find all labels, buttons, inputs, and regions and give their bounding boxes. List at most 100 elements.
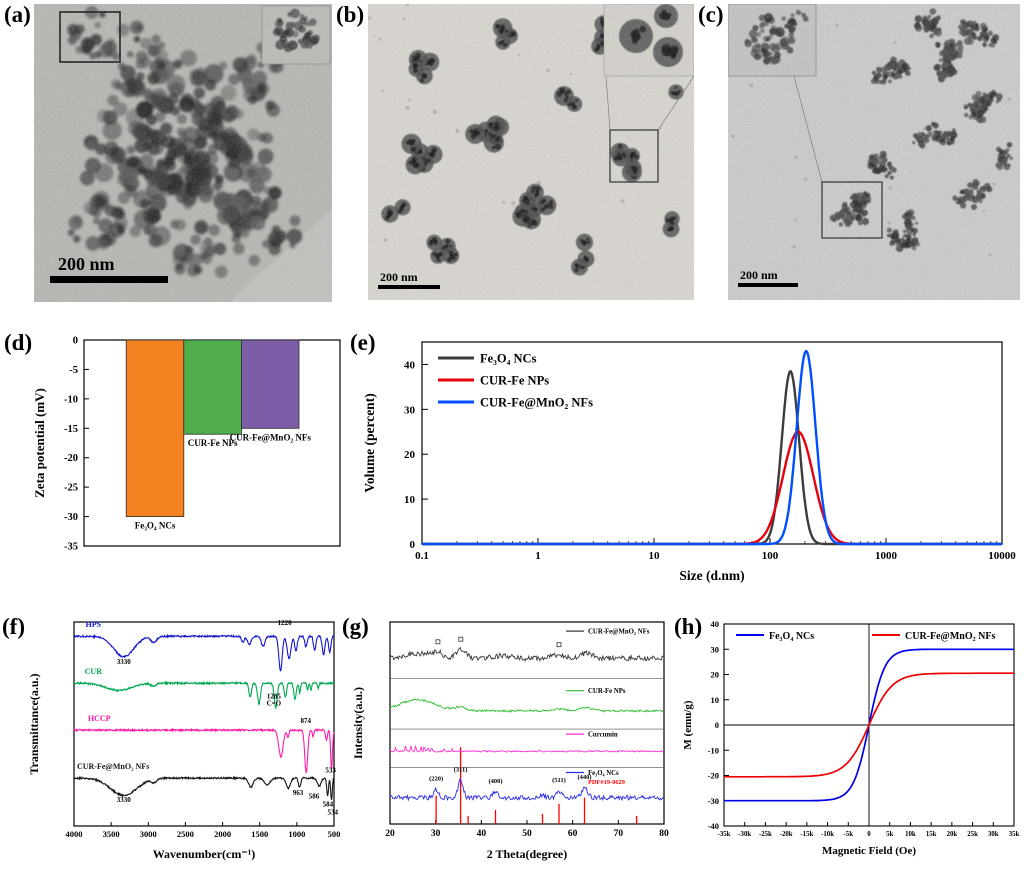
x-axis-title: Wavenumber(cm⁻¹) (153, 847, 256, 861)
ftir-trace-1 (73, 680, 335, 711)
plot-border (73, 621, 335, 827)
panel-c-letter: (c) (698, 2, 724, 27)
x-tick-label: 40 (477, 829, 487, 839)
y-tick-label: 30 (711, 644, 720, 654)
panel-g-letter: (g) (342, 614, 369, 639)
x-tick-label: 10k (905, 831, 916, 838)
ftir-series-label: HCCP (88, 714, 111, 723)
panel-h-letter: (h) (674, 614, 703, 639)
tem-a-scale-label: 200 nm (58, 254, 115, 274)
ftir-trace-2 (73, 727, 335, 774)
x-axis-title: Magnetic Field (Oe) (822, 845, 916, 857)
y-tick-label: -40 (708, 821, 719, 831)
ftir-annotation: 584 (323, 801, 334, 809)
zeta-bar (125, 339, 185, 518)
panel-d-zeta-potential-chart: 0 -5 -10 -15 -20 -25 -30 -35 Zeta potential (mV)… (32, 336, 341, 553)
y-tick-label: -35 (64, 542, 78, 553)
bar-category-label: CUR-Fe NPs (188, 438, 238, 448)
y-tick-label: -30 (64, 512, 78, 523)
x-tick-label: 1500 (251, 829, 268, 839)
ftir-annotation: 1220 (278, 619, 293, 627)
x-tick-label: 35k (1009, 831, 1020, 838)
y-axis-title: M (emu/g) (682, 700, 694, 750)
y-tick-label: -5 (69, 365, 78, 376)
xrd-legend-label: Curcumin (588, 732, 618, 739)
panel-e-letter: (e) (350, 330, 376, 355)
x-tick-label: -5k (844, 831, 854, 838)
x-tick-label: 100 (762, 550, 779, 562)
y-tick-label: -20 (64, 453, 78, 464)
x-tick-label: 3500 (103, 829, 120, 839)
tem-c-grain-overlay (728, 4, 1020, 300)
ftir-trace-3 (73, 775, 335, 800)
x-tick-label: 0 (867, 831, 871, 838)
x-tick-label: 20 (385, 829, 395, 839)
ftir-series-label: CUR-Fe@MnO₂ NFs (77, 762, 149, 771)
x-tick-label: 50 (522, 829, 532, 839)
y-axis-title: Zeta potential (mV) (32, 388, 47, 498)
y-tick-label: 40 (711, 619, 720, 629)
panel-g-xrd-chart: 20 30 40 50 60 70 80 2 Theta(degree) Intensity(a… (351, 621, 669, 861)
panel-f-letter: (f) (2, 614, 25, 639)
y-tick-label: -30 (708, 796, 719, 806)
xrd-legend-label: Fe₃O₄ NCs (588, 770, 619, 777)
tem-a-scale-bar (50, 276, 168, 283)
xrd-trace-1 (389, 698, 664, 713)
legend-label: CUR-Fe NPs (480, 374, 549, 388)
y-tick-label: -25 (64, 483, 78, 494)
x-tick-label: 10000 (988, 550, 1016, 562)
dls-curve-2 (422, 349, 1002, 546)
ftir-annotation: 534 (328, 808, 339, 816)
zeta-bar (240, 339, 300, 429)
ftir-annotation: 963 (293, 789, 304, 797)
panel-a-letter: (a) (4, 2, 31, 27)
ftir-annotation: 586 (309, 792, 320, 800)
ftir-annotation: 3330 (117, 658, 131, 666)
y-tick-label: 40 (404, 359, 416, 371)
xrd-peak-label: (440) (577, 774, 591, 781)
x-tick-label: 3000 (140, 829, 157, 839)
panel-a-tem-image: 200 nm (34, 4, 332, 302)
x-tick-label: 1 (535, 550, 541, 562)
y-tick-label: -15 (64, 424, 78, 435)
ftir-series-label: HPS (86, 620, 102, 629)
panel-f-ftir-chart: 4000 3500 3000 2500 2000 1500 1000 500 Wavenumbe… (27, 619, 341, 861)
xrd-peak-label: (220) (429, 776, 443, 783)
y-tick-label: 20 (404, 449, 416, 461)
plot-border (389, 621, 665, 825)
y-tick-label: 10 (404, 494, 416, 506)
x-tick-label: -25k (759, 831, 772, 838)
x-tick-label: 1000 (288, 829, 305, 839)
y-tick-label: 10 (711, 695, 720, 705)
bar-category-label: CUR-Fe@MnO₂ NFs (230, 432, 312, 442)
x-axis-title: 2 Theta(degree) (487, 847, 568, 861)
x-tick-label: 80 (659, 829, 669, 839)
legend-label: Fe₃O₄ NCs (480, 352, 537, 366)
dls-curve-1 (422, 430, 1002, 546)
y-tick-label: 0 (715, 720, 719, 730)
x-tick-label: 5k (886, 831, 893, 838)
y-axis-title: Intensity(a.u.) (351, 687, 365, 759)
x-tick-label: 70 (614, 829, 624, 839)
panel-b-tem-image: 200 nm (368, 4, 694, 300)
panel-e-size-distribution-chart: 0.1 1 10 100 1000 10000 0 10 20 30 40 Size (d.nm) Vo… (362, 341, 1016, 583)
tem-c-scale-label: 200 nm (740, 268, 778, 282)
y-tick-label: 30 (404, 404, 416, 416)
x-tick-label: 2000 (214, 829, 231, 839)
y-axis-title: Volume (percent) (362, 393, 377, 492)
ftir-trace-0 (73, 633, 335, 672)
tem-b-scale-label: 200 nm (380, 270, 418, 284)
tem-b-grain-overlay (368, 4, 694, 300)
xrd-legend-label: CUR-Fe@MnO₂ NFs (588, 629, 650, 636)
panel-h-magnetization-chart: -40 -30 -20 -10 0 10 20 30 40 -35k -30k -25k -20k -15… (682, 619, 1020, 857)
panel-c-tem-image: 200 nm (728, 4, 1020, 300)
ftir-annotation: 3330 (117, 796, 131, 804)
plot-border (421, 341, 1003, 545)
xrd-trace-2 (389, 745, 664, 753)
ftir-series-label: CUR (85, 667, 103, 676)
legend-label: CUR-Fe@MnO₂ NFs (480, 396, 593, 410)
ftir-annotation: C=O (267, 700, 282, 708)
y-tick-label: -10 (64, 394, 78, 405)
x-tick-label: 500 (328, 829, 341, 839)
